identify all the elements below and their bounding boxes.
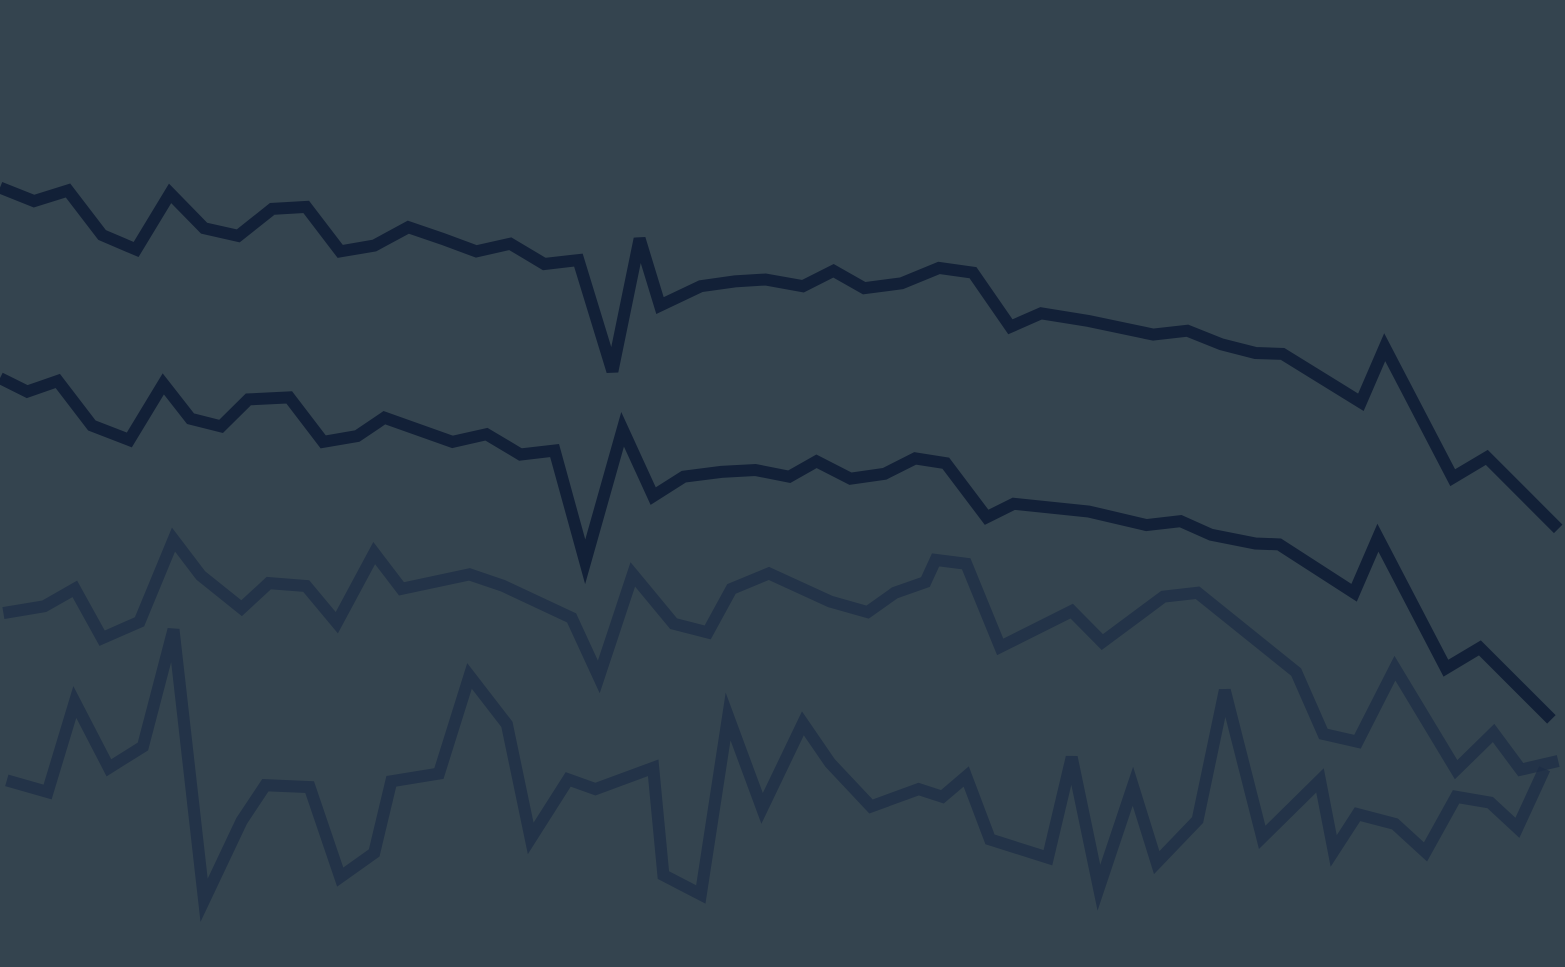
series-line-1 xyxy=(0,182,1563,534)
series-line-3 xyxy=(2,527,1560,780)
series-layer xyxy=(0,182,1563,922)
series-line-4 xyxy=(5,627,1551,922)
series-line-2 xyxy=(0,372,1556,724)
